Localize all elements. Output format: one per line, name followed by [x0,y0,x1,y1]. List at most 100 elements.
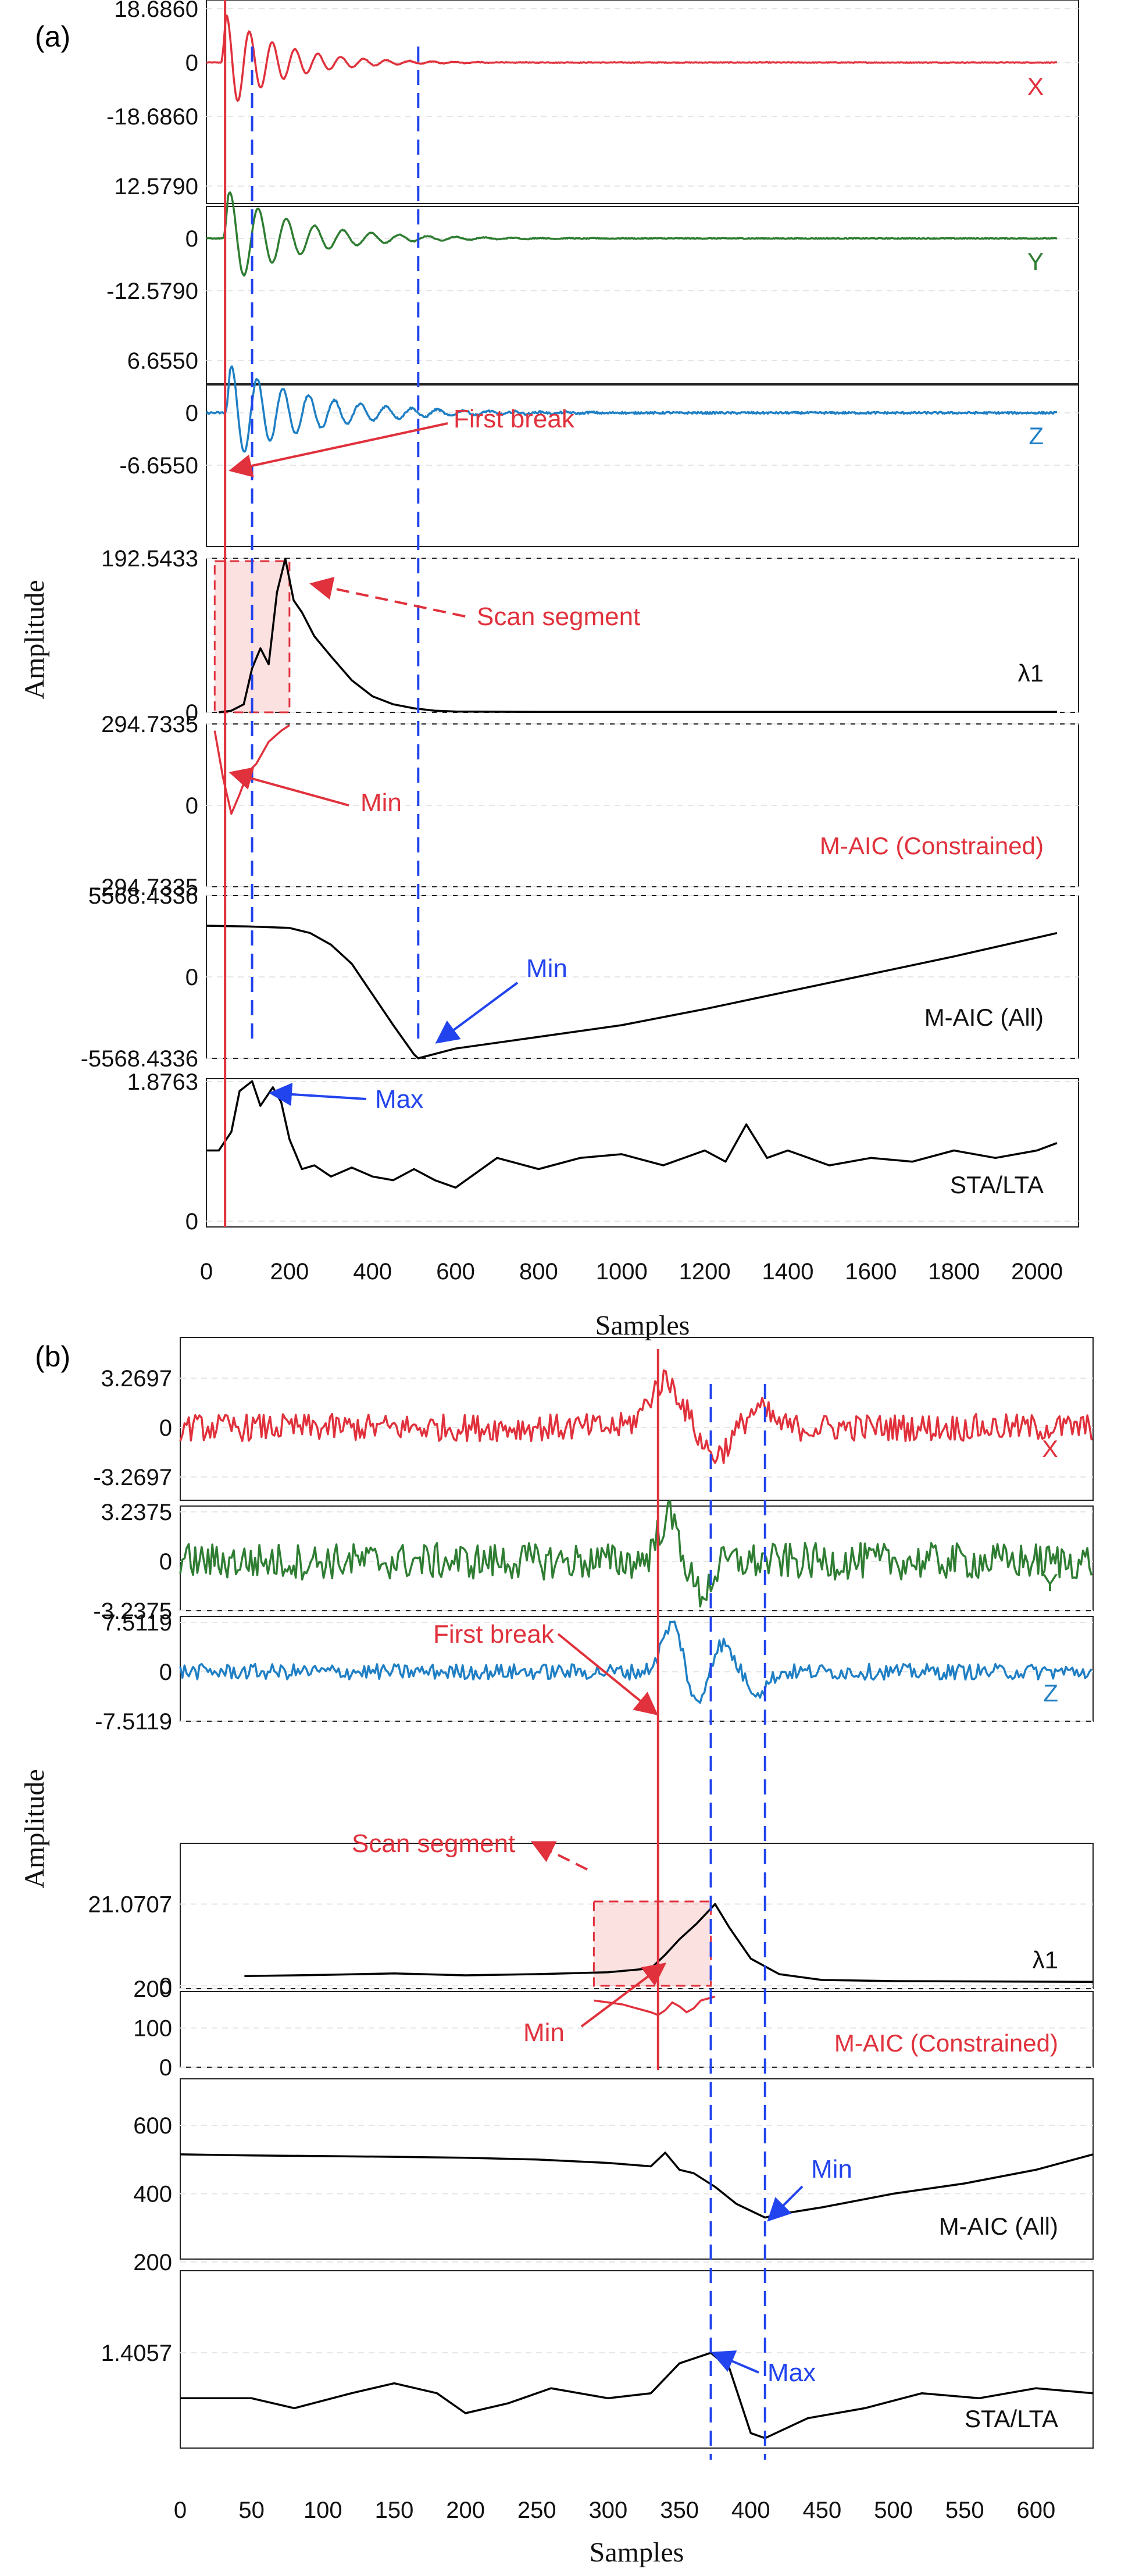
first-break-annotation-arrow [228,422,448,477]
y-tick-label: -6.6550 [119,453,198,479]
series-label: M-AIC (All) [924,1004,1044,1031]
min-all-annotation-arrow [767,2185,804,2222]
series-line [179,1620,1092,1704]
min-constrained-annotation: Min [523,2018,565,2047]
x-tick-label: 300 [589,2497,628,2523]
y-tick-label: -7.5119 [95,1709,172,1735]
min-all-annotation: Min [526,954,567,983]
axes-box [206,0,1079,204]
y-tick-label: 1.4057 [101,2340,172,2366]
series-line [179,1500,1093,1608]
subplot--1: 192.5433 0 λ1 [101,546,1079,726]
series-line [244,1903,1094,1983]
y-tick-label: 0 [185,793,198,819]
y-tick-label: -18.6860 [106,104,198,130]
y-tick-label: 7.5119 [103,1610,172,1636]
scan-segment-annotation: Scan segment [477,602,640,631]
subplot-z: 6.6550 0 -6.6550 Z [119,348,1079,547]
min-all-annotation: Min [811,2155,852,2183]
y-tick-label: -5568.4336 [81,1046,198,1072]
y-tick-label: 3.2375 [101,1500,172,1525]
series-line [206,925,1058,1059]
scan-segment-annotation-arrow [309,577,466,618]
x-tick-label: 1200 [679,1259,731,1285]
axes-box [180,2270,1094,2449]
x-tick-label: 100 [304,2497,342,2523]
panel-label: (b) [35,1340,70,1373]
series-label: STA/LTA [950,1171,1044,1198]
x-tick-label: 350 [660,2497,699,2523]
series-line [179,1369,1093,1464]
x-tick-label: 1400 [762,1259,814,1285]
panel-b: (b) 3.2697 0 -3.2697 X 3.2375 0 -3.2375 Y 7.5119 0… [19,1337,1094,2568]
subplot-y: 12.5790 0 -12.5790 Y [106,174,1079,384]
x-tick-label: 400 [353,1259,392,1285]
y-tick-label: 5568.4336 [88,883,198,909]
first-break-annotation-arrow [557,1633,659,1716]
series-label: M-AIC (Constrained) [834,2029,1058,2057]
x-tick-label: 2000 [1011,1259,1063,1285]
x-tick-label: 1800 [928,1259,980,1285]
y-tick-label: 400 [133,2182,172,2207]
min-constrained-annotation-arrow [228,767,349,807]
axes-box [180,1843,1094,1989]
y-tick-label: -3.2697 [93,1465,172,1490]
x-tick-label: 400 [731,2497,770,2523]
subplot-x: 3.2697 0 -3.2697 X [93,1337,1094,1501]
subplot-z: 7.5119 0 -7.5119 Z [95,1610,1094,1735]
axes-box [180,2078,1094,2260]
axes-box [206,1078,1079,1228]
y-tick-label: 0 [159,1660,172,1685]
subplot-m-aic-constrained-: 294.7335 0 -294.7335 M-AIC (Constrained) [94,712,1079,900]
y-tick-label: 0 [159,1974,172,1999]
y-tick-label: 0 [185,700,198,726]
x-tick-label: 1600 [845,1259,897,1285]
series-line [180,2152,1094,2219]
subplot-m-aic-constrained-: 200 100 0 M-AIC (Constrained) [133,1976,1094,2081]
series-label: Y [1042,1569,1058,1596]
max-annotation-arrow [710,2350,759,2374]
y-axis-label: Amplitude [19,580,50,699]
x-tick-label: 50 [238,2497,265,2523]
y-tick-label: 0 [159,1549,172,1575]
y-tick-label: 200 [133,1976,172,2002]
x-tick-label: 0 [174,2497,187,2523]
subplot-m-aic-all-: 600 400 200 M-AIC (All) [133,2078,1094,2275]
y-tick-label: 0 [185,401,198,426]
x-tick-label: 600 [436,1259,475,1285]
x-tick-label: 800 [519,1259,558,1285]
y-tick-label: 6.6550 [127,348,198,374]
y-axis-label: Amplitude [19,1769,50,1888]
scan-segment-annotation: Scan segment [352,1829,515,1858]
series-label: STA/LTA [965,2405,1058,2432]
series-label: Z [1043,1679,1058,1707]
x-tick-label: 250 [517,2497,556,2523]
series-line [206,365,1058,453]
x-axis-label: Samples [595,1310,690,1341]
x-axis-label: Samples [590,2537,684,2568]
axes-box [206,558,1079,713]
scan-segment-annotation-arrow [530,1841,588,1871]
subplot--1: 21.0707 0 λ1 [88,1843,1094,1999]
min-all-annotation-arrow [435,982,519,1044]
y-tick-label: -3.2375 [93,1599,172,1624]
y-tick-label: 1.8763 [127,1069,198,1095]
subplot-sta-lta: 1.4057 STA/LTA [101,2270,1094,2449]
series-label: M-AIC (All) [939,2213,1058,2240]
y-tick-label: 0 [185,965,198,990]
series-label: Y [1027,248,1044,275]
series-label: M-AIC (Constrained) [820,832,1044,859]
x-tick-label: 600 [1017,2497,1056,2523]
min-constrained-annotation-arrow [580,1963,667,2028]
x-tick-label: 200 [446,2497,485,2523]
series-line [206,14,1058,102]
y-tick-label: 0 [185,226,198,252]
axes-box [180,1991,1094,2068]
max-annotation-arrow [269,1083,367,1106]
series-line [594,1995,716,2016]
first-break-annotation: First break [454,405,575,433]
x-tick-label: 200 [270,1259,309,1285]
subplot-m-aic-all-: 5568.4336 0 -5568.4336 M-AIC (All) [81,883,1079,1072]
series-label: λ1 [1033,1946,1058,1974]
